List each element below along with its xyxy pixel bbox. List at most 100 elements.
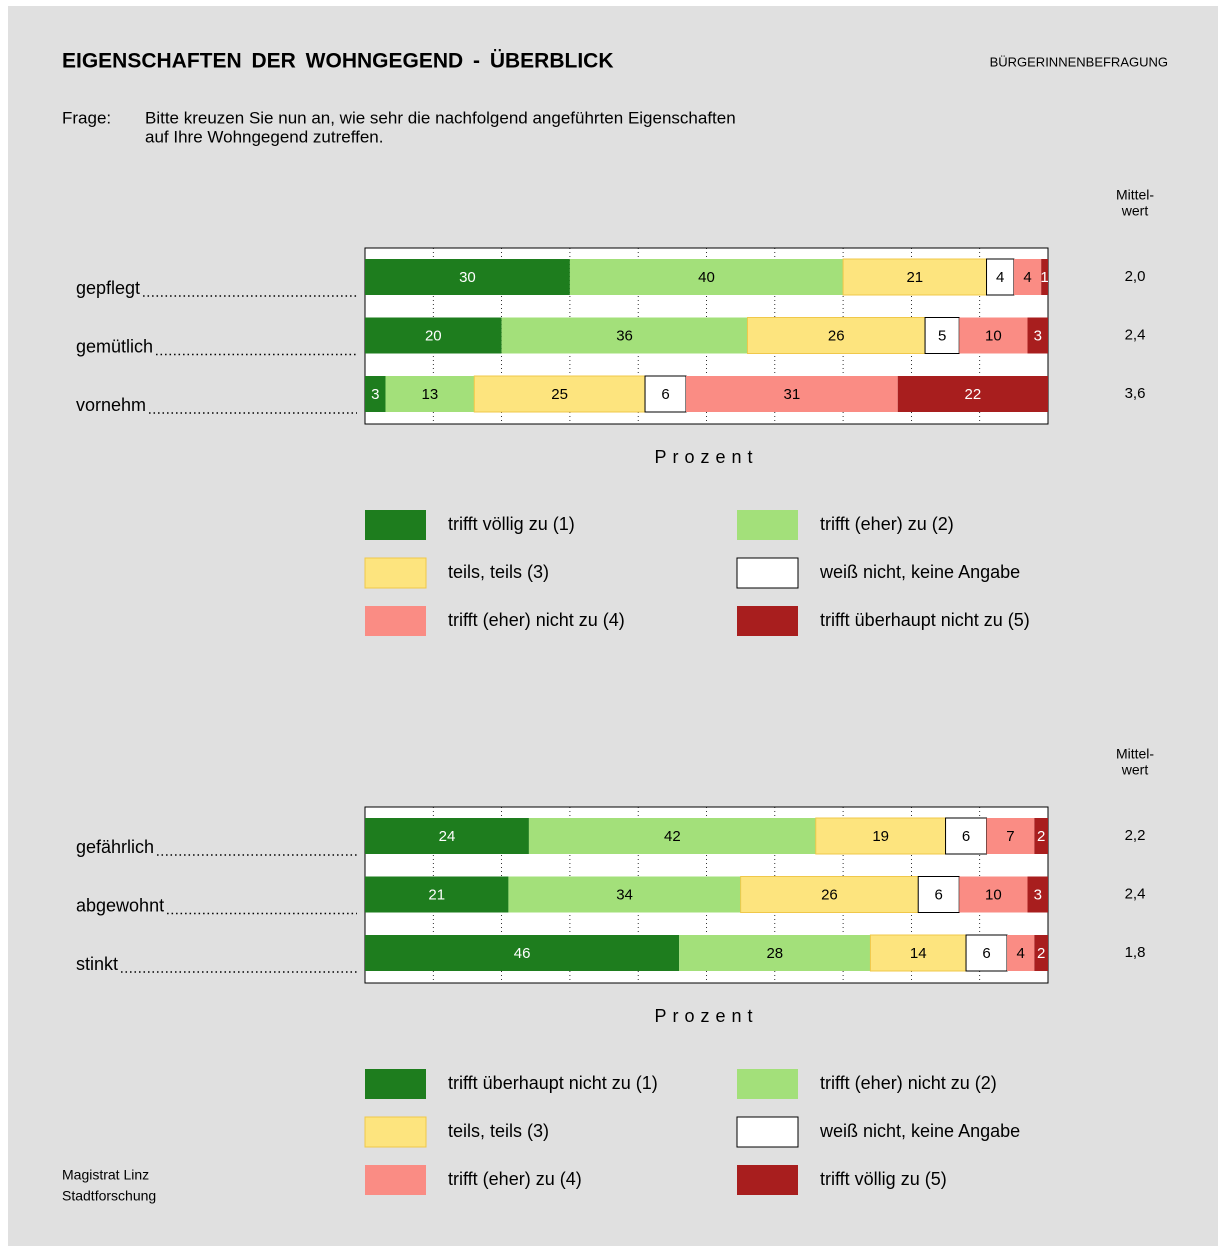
category-label: stinkt: [76, 954, 118, 974]
bar-value-label: 2: [1037, 945, 1045, 962]
x-axis-label: Prozent: [654, 1006, 758, 1026]
bar-segment: [365, 935, 680, 971]
bar-value-label: 42: [664, 828, 681, 845]
legend-label: trifft überhaupt nicht zu (1): [448, 1073, 658, 1093]
bar-segment: [1034, 935, 1048, 971]
bar-value-label: 31: [784, 386, 801, 403]
mean-value: 3,6: [1125, 385, 1146, 402]
bar-value-label: 13: [422, 386, 439, 403]
bar-value-label: 3: [1034, 327, 1042, 344]
legend-swatch: [737, 510, 798, 540]
bar-segment: [508, 876, 741, 913]
title: EIGENSCHAFTEN DER WOHNGEGEND - ÜBERBLICK: [62, 50, 614, 73]
category-label: gepflegt: [76, 278, 140, 298]
legend-label: teils, teils (3): [448, 1121, 549, 1141]
mean-value: 2,4: [1125, 326, 1146, 343]
bar-value-label: 4: [1017, 945, 1025, 962]
bar-segment: [473, 375, 646, 413]
bar-segment: [746, 317, 926, 354]
question-label: Frage:: [62, 108, 111, 127]
bar-segment: [1027, 876, 1048, 913]
bar-segment: [740, 876, 919, 913]
bar-segment: [986, 818, 1035, 854]
legend-label: trifft überhaupt nicht zu (5): [820, 610, 1030, 630]
bar-segment: [644, 375, 687, 413]
bar-value-label: 5: [938, 327, 946, 344]
bar-segment: [1034, 818, 1048, 854]
bar-segment: [365, 818, 529, 854]
bar-segment: [959, 317, 1028, 354]
bar-value-label: 30: [459, 269, 476, 286]
bar-value-label: 14: [910, 945, 927, 962]
bar-value-label: 6: [935, 886, 943, 903]
bar-value-label: 40: [698, 269, 715, 286]
bar-value-label: 34: [616, 886, 633, 903]
mean-header: Mittel-: [1116, 746, 1154, 762]
bar-segment: [897, 376, 1048, 412]
bar-value-label: 22: [965, 386, 982, 403]
legend-swatch: [365, 1069, 426, 1099]
bar-value-label: 46: [514, 945, 531, 962]
legend-swatch: [364, 1116, 427, 1148]
bar-segment: [1013, 259, 1042, 295]
bar-value-label: 6: [962, 828, 970, 845]
source: BÜRGERINNENBEFRAGUNG: [990, 54, 1168, 69]
legend-label: trifft (eher) nicht zu (2): [820, 1073, 997, 1093]
category-label: abgewohnt: [76, 895, 164, 915]
bar-segment: [569, 259, 844, 295]
footer-line: Magistrat Linz: [62, 1167, 149, 1183]
bar-value-label: 36: [616, 327, 633, 344]
bar-value-label: 26: [821, 886, 838, 903]
legend-label: weiß nicht, keine Angabe: [819, 562, 1020, 582]
legend-label: weiß nicht, keine Angabe: [819, 1121, 1020, 1141]
mean-header: wert: [1121, 762, 1149, 778]
bar-segment: [924, 317, 960, 354]
mean-header: Mittel-: [1116, 187, 1154, 203]
legend-label: trifft (eher) nicht zu (4): [448, 610, 625, 630]
bar-value-label: 4: [1023, 269, 1031, 286]
bar-value-label: 21: [428, 886, 445, 903]
bar-segment: [501, 317, 748, 354]
bar-value-label: 2: [1037, 828, 1045, 845]
legend-swatch: [364, 557, 427, 589]
mean-value: 1,8: [1125, 944, 1146, 961]
mean-header: wert: [1121, 203, 1149, 219]
question-line: Bitte kreuzen Sie nun an, wie sehr die n…: [145, 108, 736, 127]
bar-value-label: 6: [982, 945, 990, 962]
bar-value-label: 28: [766, 945, 783, 962]
legend-swatch: [365, 510, 426, 540]
bar-value-label: 1: [1040, 269, 1048, 286]
bar-segment: [365, 317, 502, 354]
bar-segment: [965, 934, 1008, 972]
legend-swatch: [737, 1165, 798, 1195]
bar-value-label: 7: [1006, 828, 1014, 845]
bar-segment: [842, 258, 988, 296]
legend-label: trifft völlig zu (1): [448, 514, 575, 534]
bar-segment: [365, 876, 509, 913]
mean-value: 2,2: [1125, 827, 1146, 844]
bar-value-label: 24: [439, 828, 456, 845]
category-label: vornehm: [76, 395, 146, 415]
legend-swatch: [736, 1116, 799, 1148]
bar-segment: [917, 876, 960, 913]
bar-value-label: 19: [872, 828, 889, 845]
legend-label: trifft (eher) zu (4): [448, 1169, 582, 1189]
bar-segment: [1041, 259, 1048, 295]
mean-value: 2,0: [1125, 268, 1146, 285]
legend-swatch: [737, 1069, 798, 1099]
bar-segment: [945, 817, 988, 855]
bar-value-label: 3: [371, 386, 379, 403]
bar-value-label: 6: [661, 386, 669, 403]
bar-segment: [815, 817, 947, 855]
footer-line: Stadtforschung: [62, 1188, 156, 1204]
bar-segment: [1027, 317, 1048, 354]
category-label: gemütlich: [76, 336, 153, 356]
bar-value-label: 25: [551, 386, 568, 403]
bar-segment: [385, 376, 475, 412]
bar-segment: [959, 876, 1028, 913]
bar-value-label: 26: [828, 327, 845, 344]
bar-segment: [679, 935, 871, 971]
bar-value-label: 4: [996, 269, 1004, 286]
bar-segment: [365, 259, 570, 295]
